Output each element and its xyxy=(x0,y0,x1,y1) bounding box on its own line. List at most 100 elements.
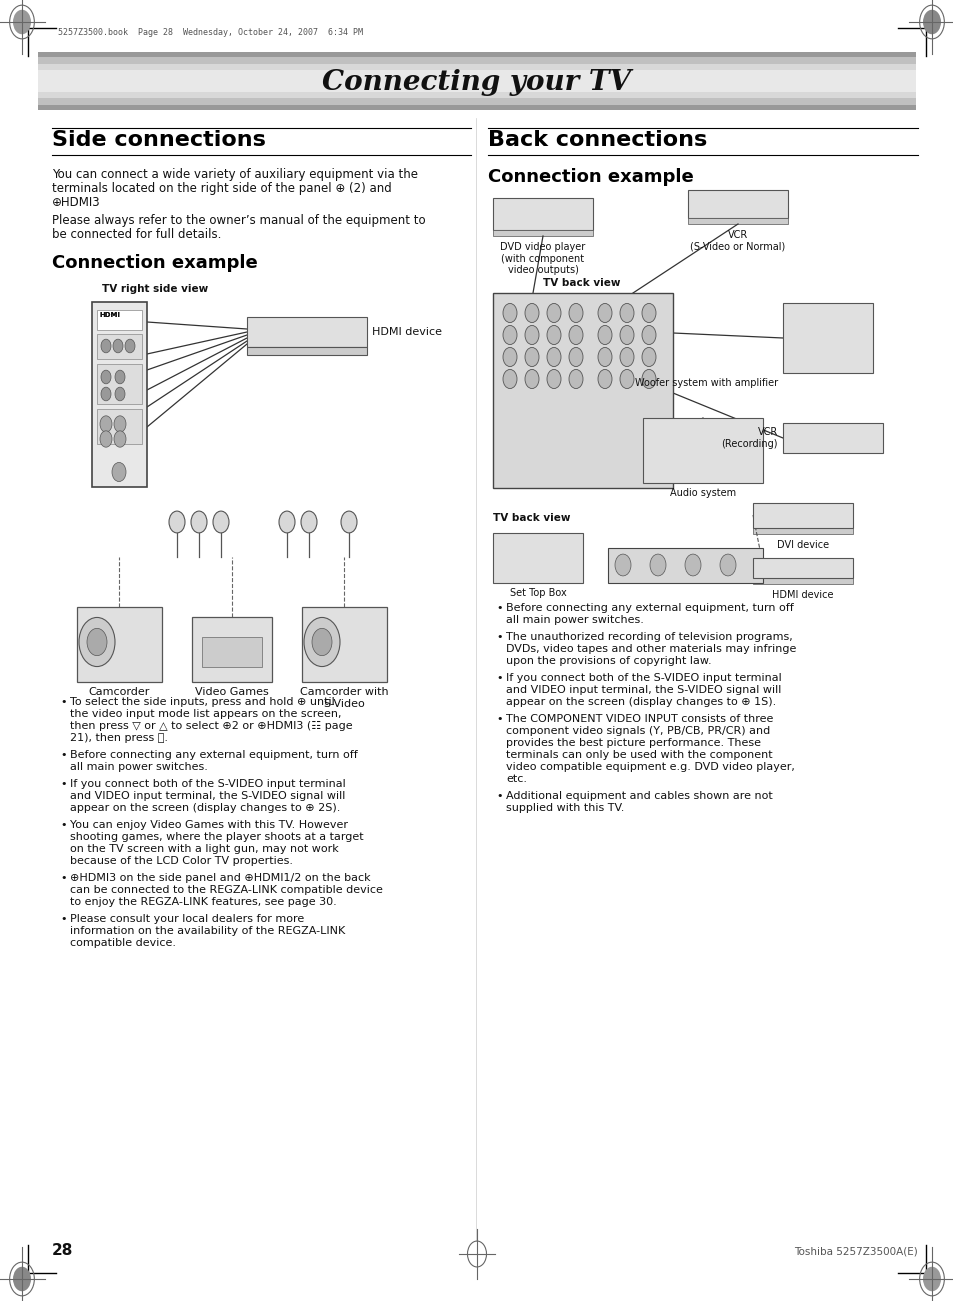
Text: •: • xyxy=(60,915,67,924)
Circle shape xyxy=(502,303,517,323)
Bar xyxy=(91,302,147,487)
Text: HDMI device: HDMI device xyxy=(372,327,441,337)
Circle shape xyxy=(125,340,135,353)
Bar xyxy=(752,528,852,533)
Text: HDMI: HDMI xyxy=(99,312,120,317)
Circle shape xyxy=(546,303,560,323)
Text: •: • xyxy=(496,791,502,801)
Circle shape xyxy=(301,511,316,533)
Circle shape xyxy=(641,369,656,389)
Circle shape xyxy=(502,369,517,389)
Text: You can enjoy Video Games with this TV. However: You can enjoy Video Games with this TV. … xyxy=(70,820,348,830)
Circle shape xyxy=(113,416,126,432)
Circle shape xyxy=(113,431,126,448)
Text: then press ▽ or △ to select ⊕2 or ⊕HDMI3 (☷ page: then press ▽ or △ to select ⊕2 or ⊕HDMI3… xyxy=(70,721,353,731)
Circle shape xyxy=(720,554,735,576)
Bar xyxy=(38,70,915,92)
Text: DVDs, video tapes and other materials may infringe: DVDs, video tapes and other materials ma… xyxy=(505,644,796,654)
Text: DVI device: DVI device xyxy=(776,540,828,550)
Text: Connection example: Connection example xyxy=(52,254,257,272)
Text: and VIDEO input terminal, the S-VIDEO signal will: and VIDEO input terminal, the S-VIDEO si… xyxy=(505,686,781,695)
Circle shape xyxy=(101,371,111,384)
Bar xyxy=(97,310,142,330)
Text: •: • xyxy=(496,632,502,641)
Circle shape xyxy=(615,554,630,576)
Bar xyxy=(782,423,882,453)
Text: Back connections: Back connections xyxy=(488,130,706,150)
Text: component video signals (Y, PB/CB, PR/CR) and: component video signals (Y, PB/CB, PR/CR… xyxy=(505,726,769,736)
Circle shape xyxy=(112,462,126,481)
Circle shape xyxy=(213,511,229,533)
Text: Before connecting any external equipment, turn off: Before connecting any external equipment… xyxy=(70,749,357,760)
Bar xyxy=(752,558,852,578)
Text: 21), then press Ⓢ.: 21), then press Ⓢ. xyxy=(70,732,168,743)
Text: The unauthorized recording of television programs,: The unauthorized recording of television… xyxy=(505,632,792,641)
Text: upon the provisions of copyright law.: upon the provisions of copyright law. xyxy=(505,656,711,666)
Text: because of the LCD Color TV properties.: because of the LCD Color TV properties. xyxy=(70,856,293,866)
Bar xyxy=(38,64,915,98)
Circle shape xyxy=(100,431,112,448)
Text: DVD video player
(with component
video outputs): DVD video player (with component video o… xyxy=(500,242,585,276)
Bar xyxy=(782,303,872,373)
Bar xyxy=(97,364,142,405)
Text: Camcorder with
S-Video: Camcorder with S-Video xyxy=(299,687,388,709)
Text: Camcorder: Camcorder xyxy=(89,687,150,697)
Text: to enjoy the REGZA-LINK features, see page 30.: to enjoy the REGZA-LINK features, see pa… xyxy=(70,896,336,907)
Circle shape xyxy=(598,347,612,367)
Bar xyxy=(97,409,142,444)
Text: •: • xyxy=(496,673,502,683)
Text: TV back view: TV back view xyxy=(542,278,619,288)
Circle shape xyxy=(101,388,111,401)
Bar xyxy=(202,637,262,667)
Text: 5257Z3500.book  Page 28  Wednesday, October 24, 2007  6:34 PM: 5257Z3500.book Page 28 Wednesday, Octobe… xyxy=(58,29,363,36)
Circle shape xyxy=(13,9,30,34)
Bar xyxy=(247,317,367,347)
Text: Before connecting any external equipment, turn off: Before connecting any external equipment… xyxy=(505,602,793,613)
Circle shape xyxy=(112,340,123,353)
Circle shape xyxy=(641,303,656,323)
Circle shape xyxy=(524,347,538,367)
Text: You can connect a wide variety of auxiliary equipment via the: You can connect a wide variety of auxili… xyxy=(52,168,417,181)
Bar xyxy=(493,230,593,235)
Circle shape xyxy=(278,511,294,533)
Circle shape xyxy=(619,325,634,345)
Text: supplied with this TV.: supplied with this TV. xyxy=(505,803,623,813)
Circle shape xyxy=(13,1267,30,1292)
Text: video compatible equipment e.g. DVD video player,: video compatible equipment e.g. DVD vide… xyxy=(505,762,794,771)
Bar xyxy=(493,533,582,583)
Circle shape xyxy=(568,347,582,367)
Circle shape xyxy=(524,369,538,389)
Circle shape xyxy=(115,371,125,384)
Circle shape xyxy=(923,1267,940,1292)
Circle shape xyxy=(649,554,665,576)
Circle shape xyxy=(546,325,560,345)
Circle shape xyxy=(598,325,612,345)
Text: Connection example: Connection example xyxy=(488,168,693,186)
Text: TV right side view: TV right side view xyxy=(102,284,208,294)
Text: HDMI: HDMI xyxy=(99,312,120,317)
Circle shape xyxy=(312,628,332,656)
Circle shape xyxy=(115,388,125,401)
Text: HDMI device: HDMI device xyxy=(771,589,833,600)
Circle shape xyxy=(568,325,582,345)
Circle shape xyxy=(87,628,107,656)
Text: 28: 28 xyxy=(52,1242,73,1258)
Text: be connected for full details.: be connected for full details. xyxy=(52,228,221,241)
Circle shape xyxy=(619,303,634,323)
Text: shooting games, where the player shoots at a target: shooting games, where the player shoots … xyxy=(70,833,363,842)
Text: on the TV screen with a light gun, may not work: on the TV screen with a light gun, may n… xyxy=(70,844,338,853)
Text: •: • xyxy=(60,820,67,830)
Text: Connecting your TV: Connecting your TV xyxy=(322,69,631,96)
Circle shape xyxy=(619,369,634,389)
Text: compatible device.: compatible device. xyxy=(70,938,175,948)
Text: etc.: etc. xyxy=(505,774,526,785)
Text: ⊕HDMI3: ⊕HDMI3 xyxy=(52,196,100,209)
Text: ⊕HDMI3 on the side panel and ⊕HDMI1/2 on the back: ⊕HDMI3 on the side panel and ⊕HDMI1/2 on… xyxy=(70,873,370,883)
Circle shape xyxy=(923,9,940,34)
Text: •: • xyxy=(496,602,502,613)
Circle shape xyxy=(598,303,612,323)
Bar xyxy=(752,578,852,584)
Circle shape xyxy=(502,347,517,367)
Text: all main power switches.: all main power switches. xyxy=(70,762,208,771)
Text: •: • xyxy=(60,697,67,706)
